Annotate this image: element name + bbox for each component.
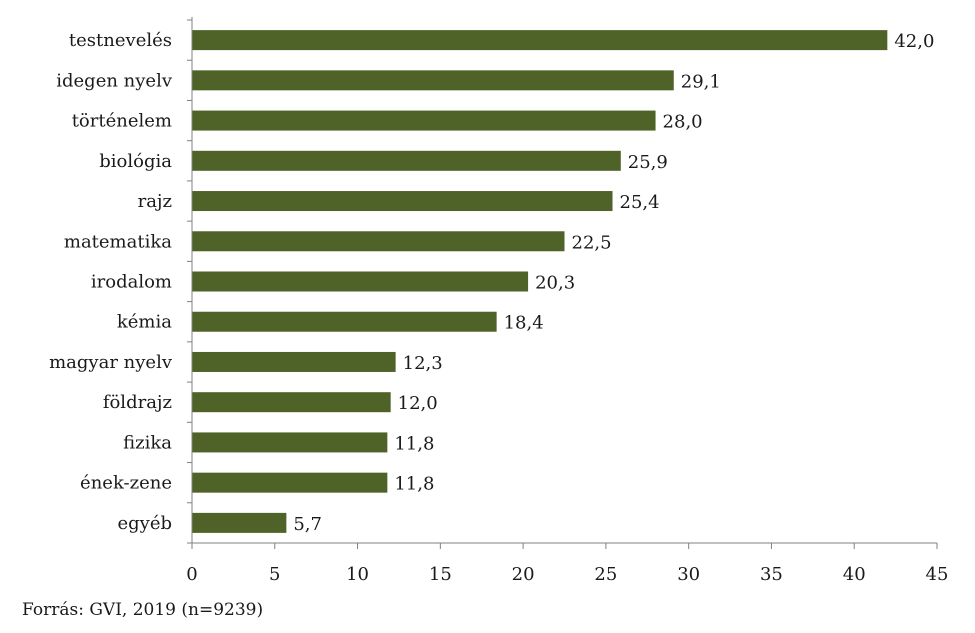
category-label: földrajz [103, 392, 172, 413]
bar-3 [192, 150, 621, 171]
bar-8 [192, 351, 396, 372]
category-label: kémia [117, 312, 172, 333]
x-tick-label: 25 [594, 564, 617, 585]
value-label: 11,8 [394, 433, 434, 454]
value-label: 12,3 [403, 353, 443, 374]
category-label: testnevelés [69, 30, 172, 51]
category-label: ének-zene [80, 473, 172, 494]
value-label: 42,0 [894, 31, 934, 52]
bar-11 [192, 472, 388, 493]
x-tick-label: 40 [843, 564, 866, 585]
category-label: egyéb [117, 513, 172, 534]
bar-7 [192, 311, 497, 332]
value-label: 5,7 [293, 514, 322, 535]
category-label: fizika [123, 432, 172, 453]
category-label: rajz [138, 191, 172, 212]
value-label: 29,1 [681, 71, 721, 92]
bar-10 [192, 432, 388, 453]
value-label: 28,0 [663, 112, 703, 133]
x-tick-label: 15 [429, 564, 452, 585]
x-tick-label: 30 [677, 564, 700, 585]
bar-1 [192, 70, 674, 91]
value-label: 25,4 [620, 192, 660, 213]
category-label: irodalom [91, 272, 172, 293]
category-label: történelem [72, 111, 172, 132]
value-label: 11,8 [394, 474, 434, 495]
x-tick-label: 5 [269, 564, 280, 585]
category-label: biológia [99, 151, 172, 172]
bar-5 [192, 231, 565, 252]
x-tick-label: 35 [760, 564, 783, 585]
value-labels: 42,0 29,1 28,0 25,9 25,4 22,5 20,3 18,4 12,3 12,0… [293, 31, 934, 535]
bar-9 [192, 392, 391, 413]
bar-12 [192, 512, 287, 533]
category-label: matematika [64, 231, 172, 252]
value-label: 18,4 [504, 313, 544, 334]
axes-group: 0 5 10 15 20 25 30 35 40 45 [186, 17, 948, 585]
x-tick-label: 20 [512, 564, 535, 585]
bars-group [192, 30, 888, 533]
source-note: Forrás: GVI, 2019 (n=9239) [22, 600, 264, 620]
x-tick-label: 45 [926, 564, 949, 585]
category-labels: testnevelés idegen nyelv történelem biológi… [49, 30, 173, 534]
category-label: magyar nyelv [49, 352, 173, 373]
bar-0 [192, 30, 888, 51]
bar-2 [192, 110, 656, 131]
value-label: 25,9 [628, 152, 668, 173]
bar-4 [192, 191, 613, 212]
value-label: 12,0 [398, 393, 438, 414]
x-tick-label: 10 [346, 564, 369, 585]
value-label: 20,3 [535, 273, 575, 294]
x-tick-label: 0 [186, 564, 197, 585]
category-label: idegen nyelv [56, 70, 173, 91]
value-label: 22,5 [572, 232, 612, 253]
bar-6 [192, 271, 529, 292]
